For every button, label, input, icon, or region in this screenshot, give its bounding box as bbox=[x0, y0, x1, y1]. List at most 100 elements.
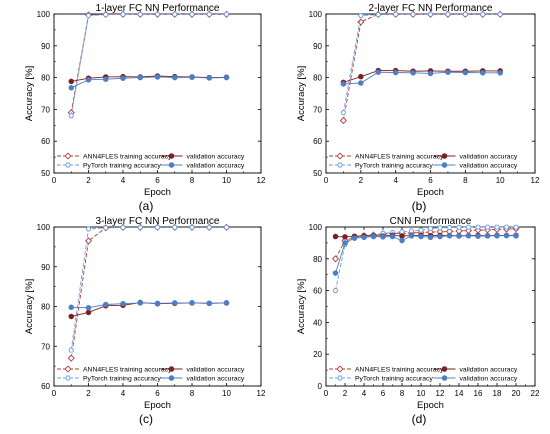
series-line bbox=[342, 13, 501, 113]
data-point bbox=[410, 70, 416, 76]
data-point bbox=[375, 69, 382, 75]
data-point bbox=[137, 224, 144, 230]
series-line bbox=[342, 13, 501, 121]
plot-frame bbox=[325, 13, 536, 174]
data-point bbox=[120, 300, 126, 307]
legend-marker bbox=[65, 375, 71, 381]
data-point bbox=[102, 225, 109, 231]
y-tick-label: 80 bbox=[41, 303, 50, 312]
y-tick-label: 100 bbox=[37, 223, 51, 232]
x-tick-label: 6 bbox=[155, 389, 160, 398]
x-tick-label: 16 bbox=[474, 389, 483, 398]
data-point bbox=[332, 233, 339, 240]
data-point bbox=[189, 224, 195, 230]
chart-title: CNN Performance bbox=[390, 216, 472, 227]
data-point bbox=[427, 11, 434, 17]
series-line bbox=[70, 13, 227, 113]
legend-marker bbox=[65, 162, 71, 168]
data-point bbox=[137, 74, 143, 81]
series-1 bbox=[331, 225, 520, 263]
data-point bbox=[120, 75, 126, 81]
x-tick-label: 8 bbox=[190, 176, 195, 185]
data-point bbox=[462, 11, 469, 17]
data-point bbox=[206, 300, 212, 307]
y-axis-label: Accuracy [%] bbox=[24, 279, 35, 334]
data-point bbox=[399, 229, 405, 235]
legend-label: PyTorch training accuracy bbox=[355, 376, 433, 383]
x-axis-label: Epoch bbox=[417, 187, 444, 198]
y-tick-label: 40 bbox=[313, 318, 322, 327]
legend-label: ANN4FLES training accuracy bbox=[83, 154, 172, 161]
data-point bbox=[223, 224, 230, 230]
data-point bbox=[68, 78, 74, 85]
legend: ANN4FLES training accuracy PyTorch traini… bbox=[329, 365, 518, 383]
legend-marker bbox=[336, 152, 344, 160]
y-tick-label: 60 bbox=[41, 137, 50, 146]
data-point bbox=[503, 232, 510, 239]
y-axis-label: Accuracy [%] bbox=[24, 66, 35, 121]
series-2 bbox=[68, 224, 230, 353]
x-tick-label: 6 bbox=[381, 389, 386, 398]
data-point bbox=[380, 234, 386, 240]
data-point bbox=[456, 233, 462, 239]
data-point bbox=[154, 74, 161, 80]
x-tick-label: 18 bbox=[493, 389, 502, 398]
data-point bbox=[332, 288, 339, 294]
data-point bbox=[456, 224, 462, 230]
data-point bbox=[85, 309, 92, 316]
data-point bbox=[68, 304, 74, 311]
series-line bbox=[70, 226, 227, 359]
chart-title: 2-layer FC NN Performance bbox=[369, 3, 493, 14]
legend-label: validation accuracy bbox=[460, 163, 518, 170]
x-tick-label: 10 bbox=[222, 176, 231, 185]
data-point bbox=[370, 233, 377, 240]
data-point bbox=[67, 354, 75, 362]
data-point bbox=[85, 304, 92, 311]
data-point bbox=[410, 11, 416, 17]
data-point bbox=[206, 224, 213, 230]
x-axis-label: Epoch bbox=[417, 400, 444, 411]
y-tick-label: 100 bbox=[37, 10, 51, 19]
legend-marker bbox=[441, 162, 448, 168]
data-point bbox=[189, 74, 195, 81]
data-point bbox=[462, 69, 469, 76]
data-point bbox=[332, 270, 339, 276]
data-point bbox=[475, 224, 481, 230]
data-point bbox=[427, 226, 434, 232]
x-tick-label: 10 bbox=[222, 389, 231, 398]
data-point bbox=[120, 224, 126, 230]
data-point bbox=[68, 113, 75, 119]
data-point bbox=[437, 225, 443, 231]
data-point bbox=[171, 300, 178, 306]
legend-marker bbox=[64, 365, 72, 373]
panel-label: (d) bbox=[412, 412, 427, 426]
x-tick-label: 8 bbox=[190, 389, 195, 398]
legend-label: ANN4FLES training accuracy bbox=[83, 367, 172, 374]
x-tick-label: 4 bbox=[121, 176, 126, 185]
data-point bbox=[357, 18, 365, 26]
data-point bbox=[68, 313, 74, 320]
panel-label: (c) bbox=[139, 412, 153, 426]
chart-title: 3-layer FC NN Performance bbox=[96, 216, 220, 227]
series-1 bbox=[339, 10, 504, 125]
data-point bbox=[408, 228, 415, 234]
x-axis-label: Epoch bbox=[144, 400, 171, 411]
data-point bbox=[483, 226, 492, 234]
y-tick-label: 50 bbox=[41, 169, 50, 178]
data-point bbox=[427, 70, 434, 77]
chart-panel-3: 3-layer FC NN Performance 0 2 4 6 8 10 12 60 70 80… bbox=[24, 216, 266, 426]
data-point bbox=[154, 224, 161, 230]
x-axis-label: Epoch bbox=[144, 187, 171, 198]
x-tick-label: 10 bbox=[417, 389, 426, 398]
y-tick-label: 80 bbox=[313, 74, 322, 83]
x-tick-label: 8 bbox=[400, 389, 405, 398]
data-point bbox=[342, 240, 348, 246]
legend-label: PyTorch training accuracy bbox=[83, 163, 161, 170]
x-tick-label: 2 bbox=[86, 176, 91, 185]
data-point bbox=[358, 73, 364, 80]
data-point bbox=[85, 13, 92, 19]
data-point bbox=[399, 237, 405, 244]
legend-marker bbox=[337, 375, 343, 381]
legend-marker bbox=[168, 162, 175, 168]
